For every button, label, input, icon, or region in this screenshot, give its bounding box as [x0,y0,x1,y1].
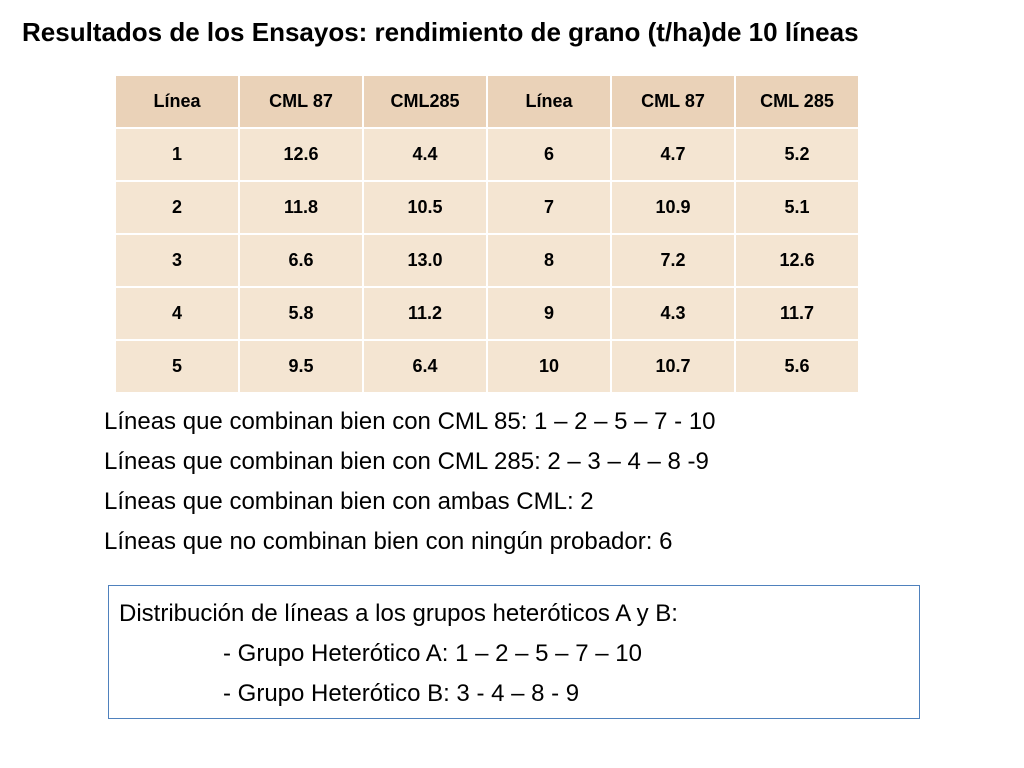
table-cell: 4.3 [612,288,736,341]
table-cell: 10 [488,341,612,394]
table-cell: 6.4 [364,341,488,394]
table-row: 2 11.8 10.5 7 10.9 5.1 [116,182,860,235]
table-cell: 11.7 [736,288,860,341]
table-cell: 5.2 [736,129,860,182]
table-cell: 12.6 [240,129,364,182]
table-cell: 3 [116,235,240,288]
table-cell: 8 [488,235,612,288]
table-cell: 10.5 [364,182,488,235]
table-cell: 9 [488,288,612,341]
finding-cml85-lines: Líneas que combinan bien con CML 85: 1 –… [104,408,716,435]
table-cell: 7 [488,182,612,235]
distribution-heading: Distribución de líneas a los grupos hete… [119,600,678,627]
table-header-row: Línea CML 87 CML285 Línea CML 87 CML 285 [116,76,860,129]
heterotic-group-a: - Grupo Heterótico A: 1 – 2 – 5 – 7 – 10 [223,640,642,667]
table-cell: 12.6 [736,235,860,288]
finding-cml285-lines: Líneas que combinan bien con CML 285: 2 … [104,448,709,475]
table-cell: 6 [488,129,612,182]
table-cell: 11.2 [364,288,488,341]
column-header-cml87-2: CML 87 [612,76,736,129]
table-cell: 5 [116,341,240,394]
column-header-cml285-2: CML 285 [736,76,860,129]
table-cell: 13.0 [364,235,488,288]
table-cell: 2 [116,182,240,235]
table-cell: 5.1 [736,182,860,235]
column-header-line-2: Línea [488,76,612,129]
heterotic-group-b: - Grupo Heterótico B: 3 - 4 – 8 - 9 [223,680,580,707]
table-cell: 11.8 [240,182,364,235]
table-cell: 4 [116,288,240,341]
slide-title: Resultados de los Ensayos: rendimiento d… [22,17,859,47]
table-row: 3 6.6 13.0 8 7.2 12.6 [116,235,860,288]
table-cell: 4.7 [612,129,736,182]
findings-list: Líneas que combinan bien con CML 85: 1 –… [104,402,716,562]
heterotic-group-box: Distribución de líneas a los grupos hete… [108,585,920,719]
table-cell: 5.8 [240,288,364,341]
finding-no-tester-lines: Líneas que no combinan bien con ningún p… [104,528,673,555]
table-cell: 6.6 [240,235,364,288]
column-header-cml285-1: CML285 [364,76,488,129]
column-header-line-1: Línea [116,76,240,129]
column-header-cml87-1: CML 87 [240,76,364,129]
table-cell: 10.7 [612,341,736,394]
yield-results-table: Línea CML 87 CML285 Línea CML 87 CML 285… [116,76,860,394]
table-row: 5 9.5 6.4 10 10.7 5.6 [116,341,860,394]
table-cell: 4.4 [364,129,488,182]
table-cell: 5.6 [736,341,860,394]
table-cell: 1 [116,129,240,182]
table-cell: 10.9 [612,182,736,235]
table-row: 4 5.8 11.2 9 4.3 11.7 [116,288,860,341]
finding-both-cml-lines: Líneas que combinan bien con ambas CML: … [104,488,594,515]
table-row: 1 12.6 4.4 6 4.7 5.2 [116,129,860,182]
table-cell: 7.2 [612,235,736,288]
table-cell: 9.5 [240,341,364,394]
